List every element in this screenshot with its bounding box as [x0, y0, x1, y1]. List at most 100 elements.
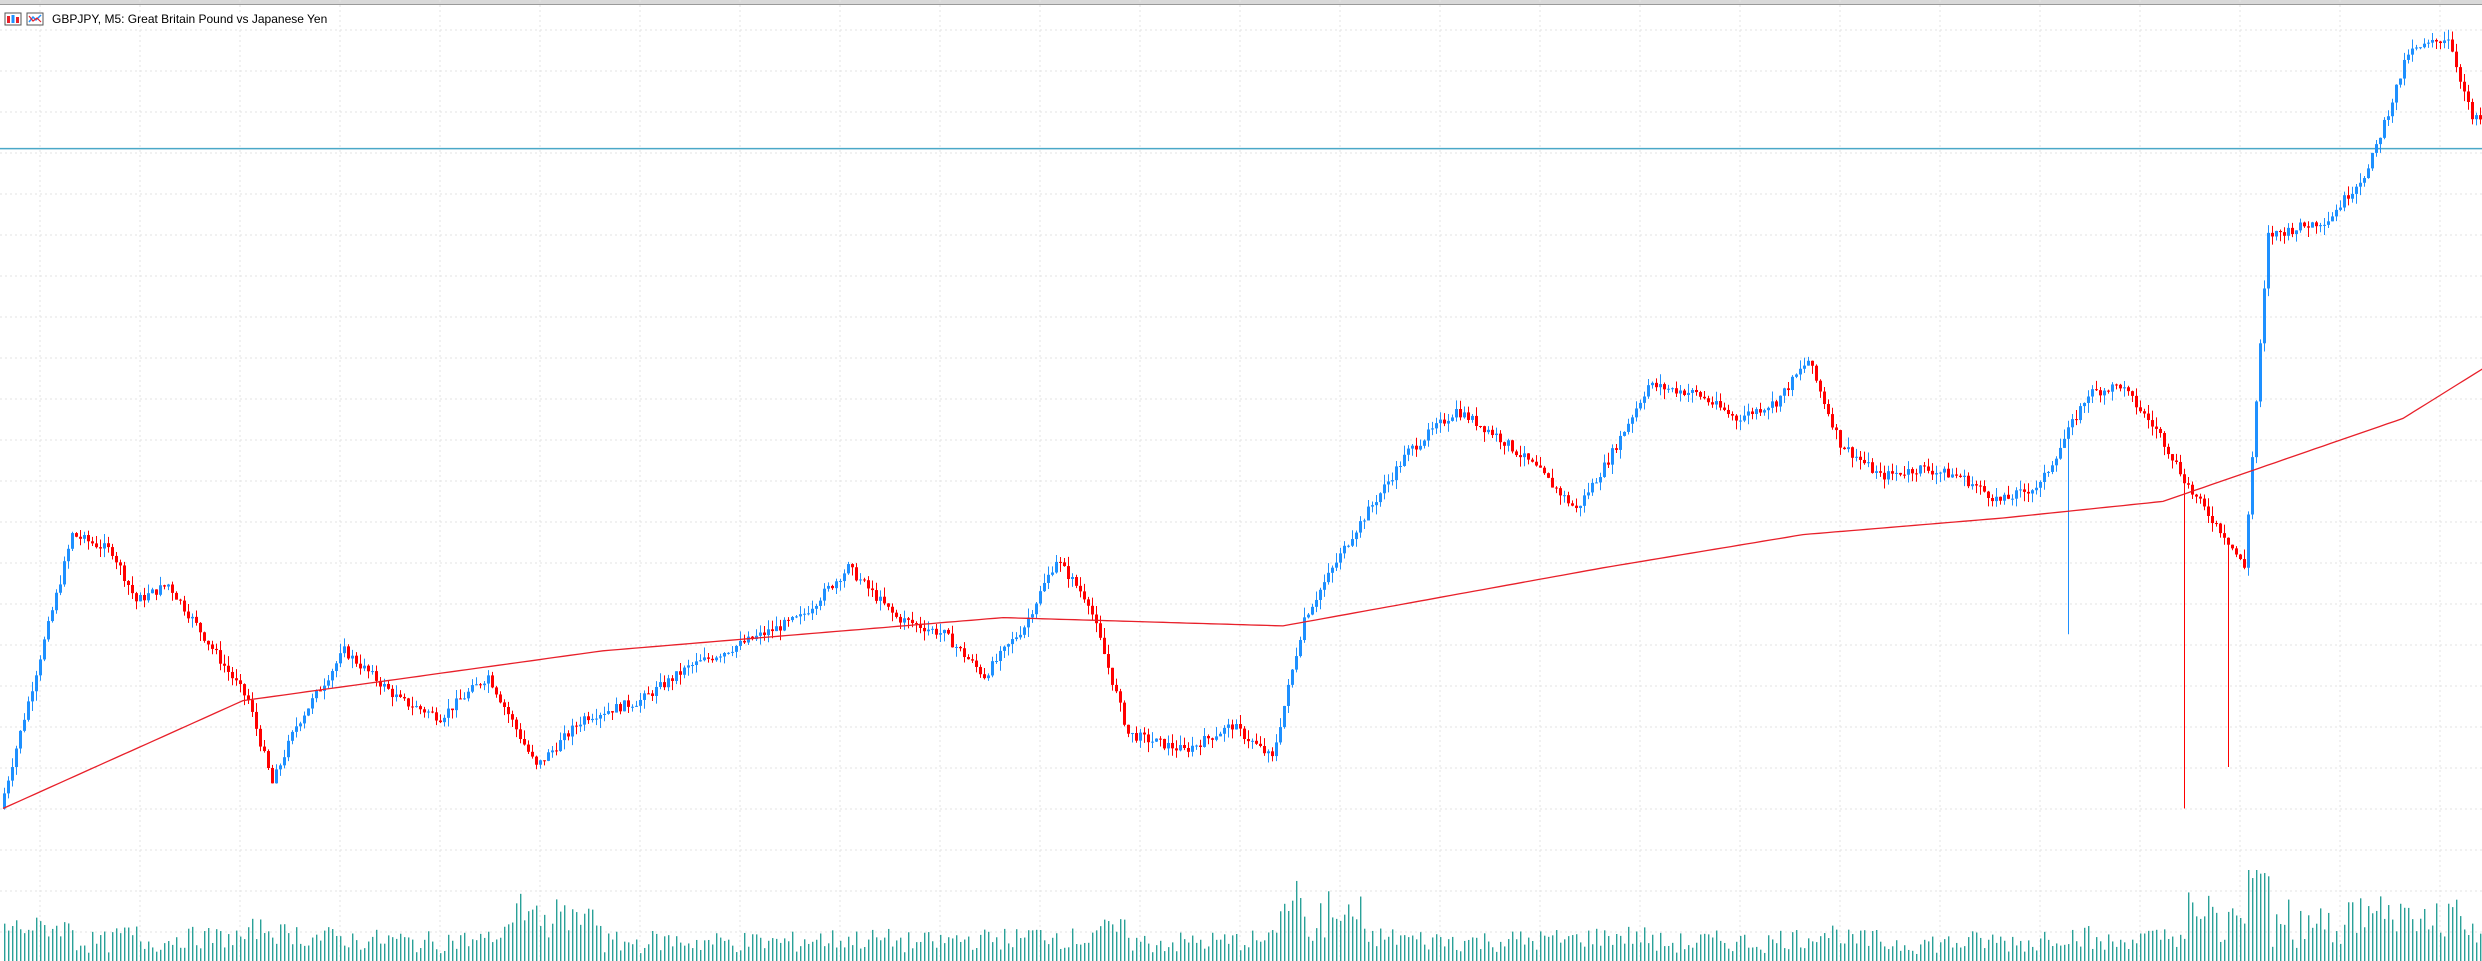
candle-body: [15, 748, 18, 768]
candle-body: [1623, 431, 1626, 436]
volume-bar: [720, 937, 722, 961]
candle-body: [1907, 469, 1910, 475]
candle-body: [1171, 742, 1174, 749]
candle-body: [1943, 468, 1946, 473]
volume-bar: [464, 932, 466, 961]
candlestick-series[interactable]: [3, 29, 2482, 810]
candle-body: [115, 555, 118, 563]
candle-body: [1483, 426, 1486, 433]
volume-bar: [1776, 943, 1778, 961]
volume-bar: [2012, 936, 2014, 961]
volume-bar: [356, 940, 358, 961]
volume-bar: [2092, 948, 2094, 961]
candle-body: [107, 543, 110, 548]
candle-body: [159, 585, 162, 595]
candle-body: [2287, 227, 2290, 236]
volume-bar: [924, 932, 926, 961]
candle-body: [1903, 474, 1906, 476]
volume-bar: [1988, 939, 1990, 961]
volume-bar: [852, 945, 854, 961]
volume-bar: [1040, 930, 1042, 961]
candle-body: [1807, 360, 1810, 366]
volume-bar: [1144, 935, 1146, 961]
volume-bar: [128, 927, 130, 961]
volume-bar: [96, 943, 98, 961]
volume-bar: [2268, 876, 2270, 961]
volume-bar: [2296, 947, 2298, 961]
volume-bar: [124, 927, 126, 961]
candle-body: [403, 696, 406, 699]
volume-bar: [360, 949, 362, 961]
candle-body: [1059, 561, 1062, 563]
volume-bar: [452, 940, 454, 961]
volume-bar: [1880, 941, 1882, 961]
volume-bar: [2336, 931, 2338, 961]
volume-bar: [1956, 942, 1958, 961]
volume-bar: [240, 936, 242, 961]
candle-body: [191, 616, 194, 619]
candle-body: [2375, 144, 2378, 153]
candle-body: [1899, 472, 1902, 475]
volume-bar: [1392, 929, 1394, 961]
volume-bar: [1780, 930, 1782, 961]
candle-body: [603, 713, 606, 715]
volume-bar: [1424, 944, 1426, 961]
volume-bar: [1132, 950, 1134, 961]
candle-body: [2379, 137, 2382, 145]
candle-body: [975, 660, 978, 667]
volume-bar: [916, 942, 918, 961]
candle-body: [631, 706, 634, 708]
volume-bar: [404, 937, 406, 961]
candle-body: [1399, 465, 1402, 467]
volume-bar: [380, 943, 382, 961]
volume-bar: [1316, 928, 1318, 961]
volume-bar: [2060, 945, 2062, 961]
candle-body: [619, 704, 622, 712]
volume-bar: [1608, 936, 1610, 961]
candle-body: [647, 693, 650, 695]
candle-body: [819, 600, 822, 606]
volume-bar: [424, 939, 426, 961]
volume-bar: [2156, 929, 2158, 961]
candle-body: [31, 691, 34, 702]
candle-body: [547, 752, 550, 761]
volume-bar: [300, 943, 302, 961]
candle-body: [535, 756, 538, 765]
chart-template-icon[interactable]: [26, 12, 44, 26]
candle-body: [1035, 603, 1038, 615]
candle-body: [2263, 288, 2266, 344]
candle-body: [1047, 574, 1050, 583]
volume-bar: [2004, 940, 2006, 961]
candle-body: [2091, 389, 2094, 397]
volume-bar: [892, 946, 894, 961]
candle-body: [71, 533, 74, 549]
volume-bar: [1400, 935, 1402, 961]
volume-bar: [760, 937, 762, 961]
volume-bar: [88, 952, 90, 961]
volume-bar: [1812, 941, 1814, 961]
candle-body: [831, 585, 834, 589]
volume-bar: [364, 948, 366, 961]
candle-body: [1191, 745, 1194, 752]
volume-bar: [392, 937, 394, 961]
candle-body: [499, 694, 502, 703]
volume-bar: [136, 926, 138, 961]
candle-body: [531, 751, 534, 757]
candle-body: [703, 657, 706, 661]
candle-body: [1679, 390, 1682, 394]
candle-body: [2219, 523, 2222, 534]
candle-body: [2407, 54, 2410, 60]
candle-body: [867, 580, 870, 589]
moving-average-line[interactable]: [2, 368, 2482, 810]
volume-bar: [2204, 916, 2206, 961]
chart-bars-icon[interactable]: [4, 12, 22, 26]
candle-body: [2447, 39, 2450, 41]
volume-bar: [1504, 946, 1506, 961]
volume-bar: [1280, 911, 1282, 961]
candle-body: [919, 623, 922, 628]
candle-body: [27, 701, 30, 720]
volume-bar: [860, 948, 862, 961]
volume-bar: [1340, 920, 1342, 961]
candle-body: [1767, 407, 1770, 411]
